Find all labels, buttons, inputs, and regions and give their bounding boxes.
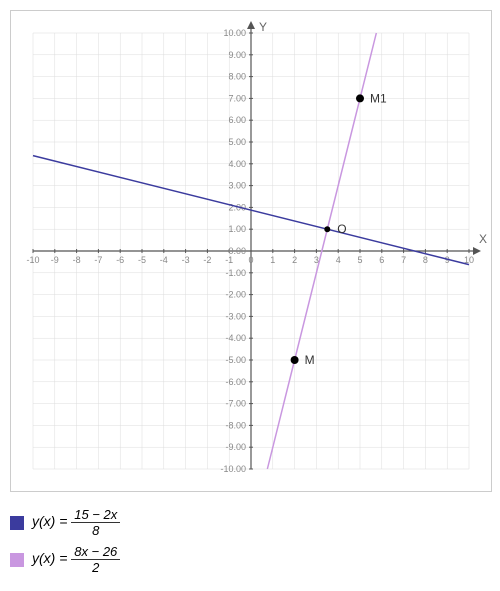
legend-formula-2: y(x) = 8x − 262 xyxy=(32,544,120,575)
svg-text:-2: -2 xyxy=(203,255,211,265)
chart-svg: -10-9-8-7-6-5-4-3-2-1012345678910-10.00-… xyxy=(11,11,491,491)
svg-text:-9: -9 xyxy=(51,255,59,265)
svg-text:6: 6 xyxy=(379,255,384,265)
svg-text:-6: -6 xyxy=(116,255,124,265)
svg-text:3.00: 3.00 xyxy=(228,181,246,191)
coordinate-chart: -10-9-8-7-6-5-4-3-2-1012345678910-10.00-… xyxy=(10,10,492,492)
svg-text:-3: -3 xyxy=(182,255,190,265)
svg-text:-5.00: -5.00 xyxy=(225,355,246,365)
svg-text:M1: M1 xyxy=(370,91,387,105)
legend-item-2: y(x) = 8x − 262 xyxy=(10,544,490,575)
svg-text:-7: -7 xyxy=(94,255,102,265)
svg-text:0: 0 xyxy=(248,255,253,265)
svg-text:6.00: 6.00 xyxy=(228,115,246,125)
svg-text:Y: Y xyxy=(259,20,267,34)
svg-text:-10.00: -10.00 xyxy=(220,464,246,474)
legend-den-1: 8 xyxy=(71,523,120,538)
svg-text:-2.00: -2.00 xyxy=(225,290,246,300)
legend-prefix-2: y(x) = xyxy=(32,550,71,566)
legend-item-1: y(x) = 15 − 2x8 xyxy=(10,507,490,538)
svg-text:-6.00: -6.00 xyxy=(225,377,246,387)
svg-text:5.00: 5.00 xyxy=(228,137,246,147)
svg-text:-4.00: -4.00 xyxy=(225,333,246,343)
svg-text:-7.00: -7.00 xyxy=(225,399,246,409)
svg-text:1.00: 1.00 xyxy=(228,224,246,234)
legend-swatch-2 xyxy=(10,553,24,567)
svg-text:7.00: 7.00 xyxy=(228,93,246,103)
svg-text:5: 5 xyxy=(357,255,362,265)
legend-prefix-1: y(x) = xyxy=(32,513,71,529)
svg-text:O: O xyxy=(337,222,346,236)
svg-text:M: M xyxy=(305,353,315,367)
svg-text:-1: -1 xyxy=(225,255,233,265)
legend-num-1: 15 − 2x xyxy=(71,507,120,523)
svg-text:-3.00: -3.00 xyxy=(225,311,246,321)
svg-text:-9.00: -9.00 xyxy=(225,442,246,452)
legend-swatch-1 xyxy=(10,516,24,530)
svg-text:4.00: 4.00 xyxy=(228,159,246,169)
svg-text:-4: -4 xyxy=(160,255,168,265)
svg-text:-10: -10 xyxy=(26,255,39,265)
svg-text:4: 4 xyxy=(336,255,341,265)
svg-text:-5: -5 xyxy=(138,255,146,265)
svg-text:2: 2 xyxy=(292,255,297,265)
svg-text:8: 8 xyxy=(423,255,428,265)
svg-text:X: X xyxy=(479,232,487,246)
svg-text:0.00: 0.00 xyxy=(228,246,246,256)
legend: y(x) = 15 − 2x8 y(x) = 8x − 262 xyxy=(10,507,490,575)
svg-text:8.00: 8.00 xyxy=(228,72,246,82)
legend-den-2: 2 xyxy=(71,560,120,575)
svg-text:-8: -8 xyxy=(73,255,81,265)
legend-num-2: 8x − 26 xyxy=(71,544,120,560)
svg-text:7: 7 xyxy=(401,255,406,265)
svg-text:-1.00: -1.00 xyxy=(225,268,246,278)
svg-text:1: 1 xyxy=(270,255,275,265)
svg-text:-8.00: -8.00 xyxy=(225,420,246,430)
svg-text:9.00: 9.00 xyxy=(228,50,246,60)
svg-text:10.00: 10.00 xyxy=(223,28,246,38)
legend-formula-1: y(x) = 15 − 2x8 xyxy=(32,507,120,538)
